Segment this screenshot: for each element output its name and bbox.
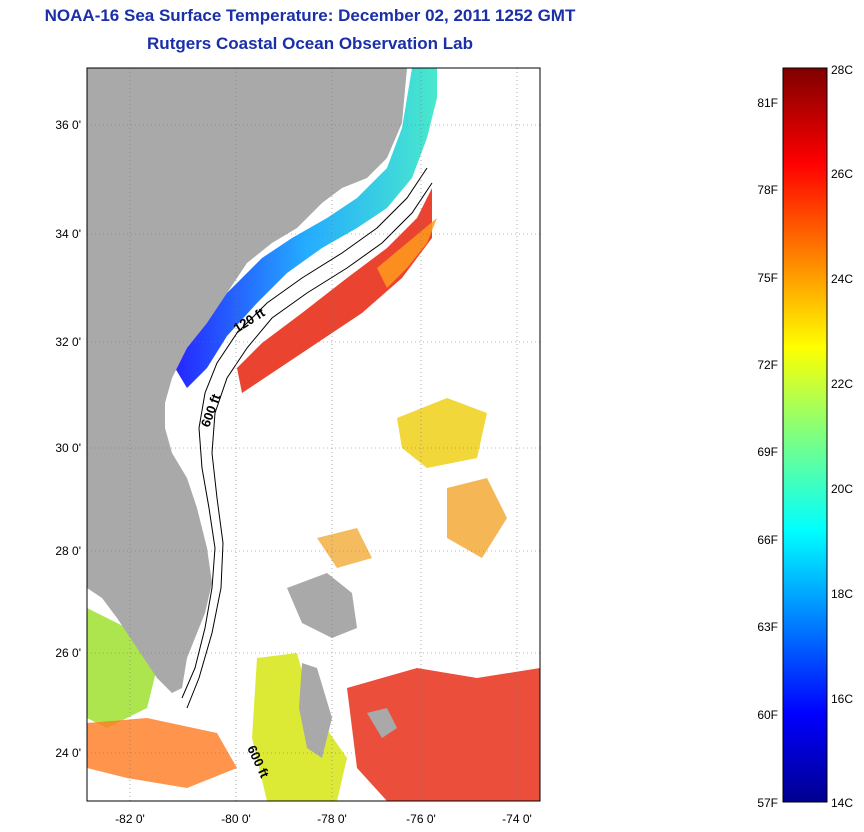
celsius-label-20: 20C	[831, 482, 853, 496]
gulf-stream-orange-band	[377, 218, 437, 288]
temperature-colorbar: 28C 26C 24C 22C 20C 18C 16C 14C 81F 78F …	[757, 63, 853, 810]
sst-map: 120 ft 600 ft 600 ft 36 0' 34 0' 32 0' 3…	[55, 67, 541, 826]
southeast-us-land	[87, 68, 407, 693]
andros-island	[299, 663, 332, 758]
gulf-stream-warm-band	[237, 188, 432, 393]
celsius-label-22: 22C	[831, 377, 853, 391]
lat-label-24: 24 0'	[55, 746, 81, 760]
fahrenheit-label-57: 57F	[757, 796, 778, 810]
offshore-orange-patch-2	[317, 528, 372, 568]
lat-label-32: 32 0'	[55, 335, 81, 349]
celsius-label-24: 24C	[831, 272, 853, 286]
fahrenheit-label-81: 81F	[757, 96, 778, 110]
bahamas-island	[287, 573, 357, 638]
fahrenheit-label-60: 60F	[757, 708, 778, 722]
lat-label-26: 26 0'	[55, 646, 81, 660]
colorbar-bottom-label: 14C	[831, 796, 853, 810]
map-subtitle: Rutgers Coastal Ocean Observation Lab	[147, 34, 473, 53]
florida-bay-water	[87, 608, 157, 728]
colorbar-top-label: 28C	[831, 63, 853, 77]
fahrenheit-label-75: 75F	[757, 271, 778, 285]
fahrenheit-label-66: 66F	[757, 533, 778, 547]
lat-label-30: 30 0'	[55, 441, 81, 455]
map-title: NOAA-16 Sea Surface Temperature: Decembe…	[44, 6, 576, 25]
bahamas-bank-water	[252, 653, 347, 801]
map-frame	[86, 67, 541, 802]
celsius-label-18: 18C	[831, 587, 853, 601]
fahrenheit-label-72: 72F	[757, 358, 778, 372]
isobath-120ft	[181, 167, 428, 699]
lon-label-74: -74 0'	[502, 812, 532, 826]
lon-label-76: -76 0'	[406, 812, 436, 826]
lon-label-82: -82 0'	[115, 812, 145, 826]
fahrenheit-label-69: 69F	[757, 445, 778, 459]
isobath-600ft	[186, 182, 433, 709]
fahrenheit-label-63: 63F	[757, 620, 778, 634]
lat-label-34: 34 0'	[55, 227, 81, 241]
lon-label-80: -80 0'	[221, 812, 251, 826]
lon-label-78: -78 0'	[317, 812, 347, 826]
lat-label-36: 36 0'	[55, 118, 81, 132]
fahrenheit-label-78: 78F	[757, 183, 778, 197]
southern-island	[367, 708, 397, 738]
colorbar-gradient	[782, 67, 828, 803]
shelf-water-band	[175, 68, 437, 388]
celsius-label-26: 26C	[831, 167, 853, 181]
celsius-label-16: 16C	[831, 692, 853, 706]
offshore-warm-patch	[397, 398, 487, 468]
latitude-axis: 36 0' 34 0' 32 0' 30 0' 28 0' 26 0' 24 0…	[55, 118, 81, 760]
lat-label-28: 28 0'	[55, 544, 81, 558]
keys-orange-water	[87, 718, 237, 788]
longitude-axis: -82 0' -80 0' -78 0' -76 0' -74 0'	[115, 812, 532, 826]
bahamas-warm-water	[347, 668, 540, 801]
offshore-orange-patch	[447, 478, 507, 558]
